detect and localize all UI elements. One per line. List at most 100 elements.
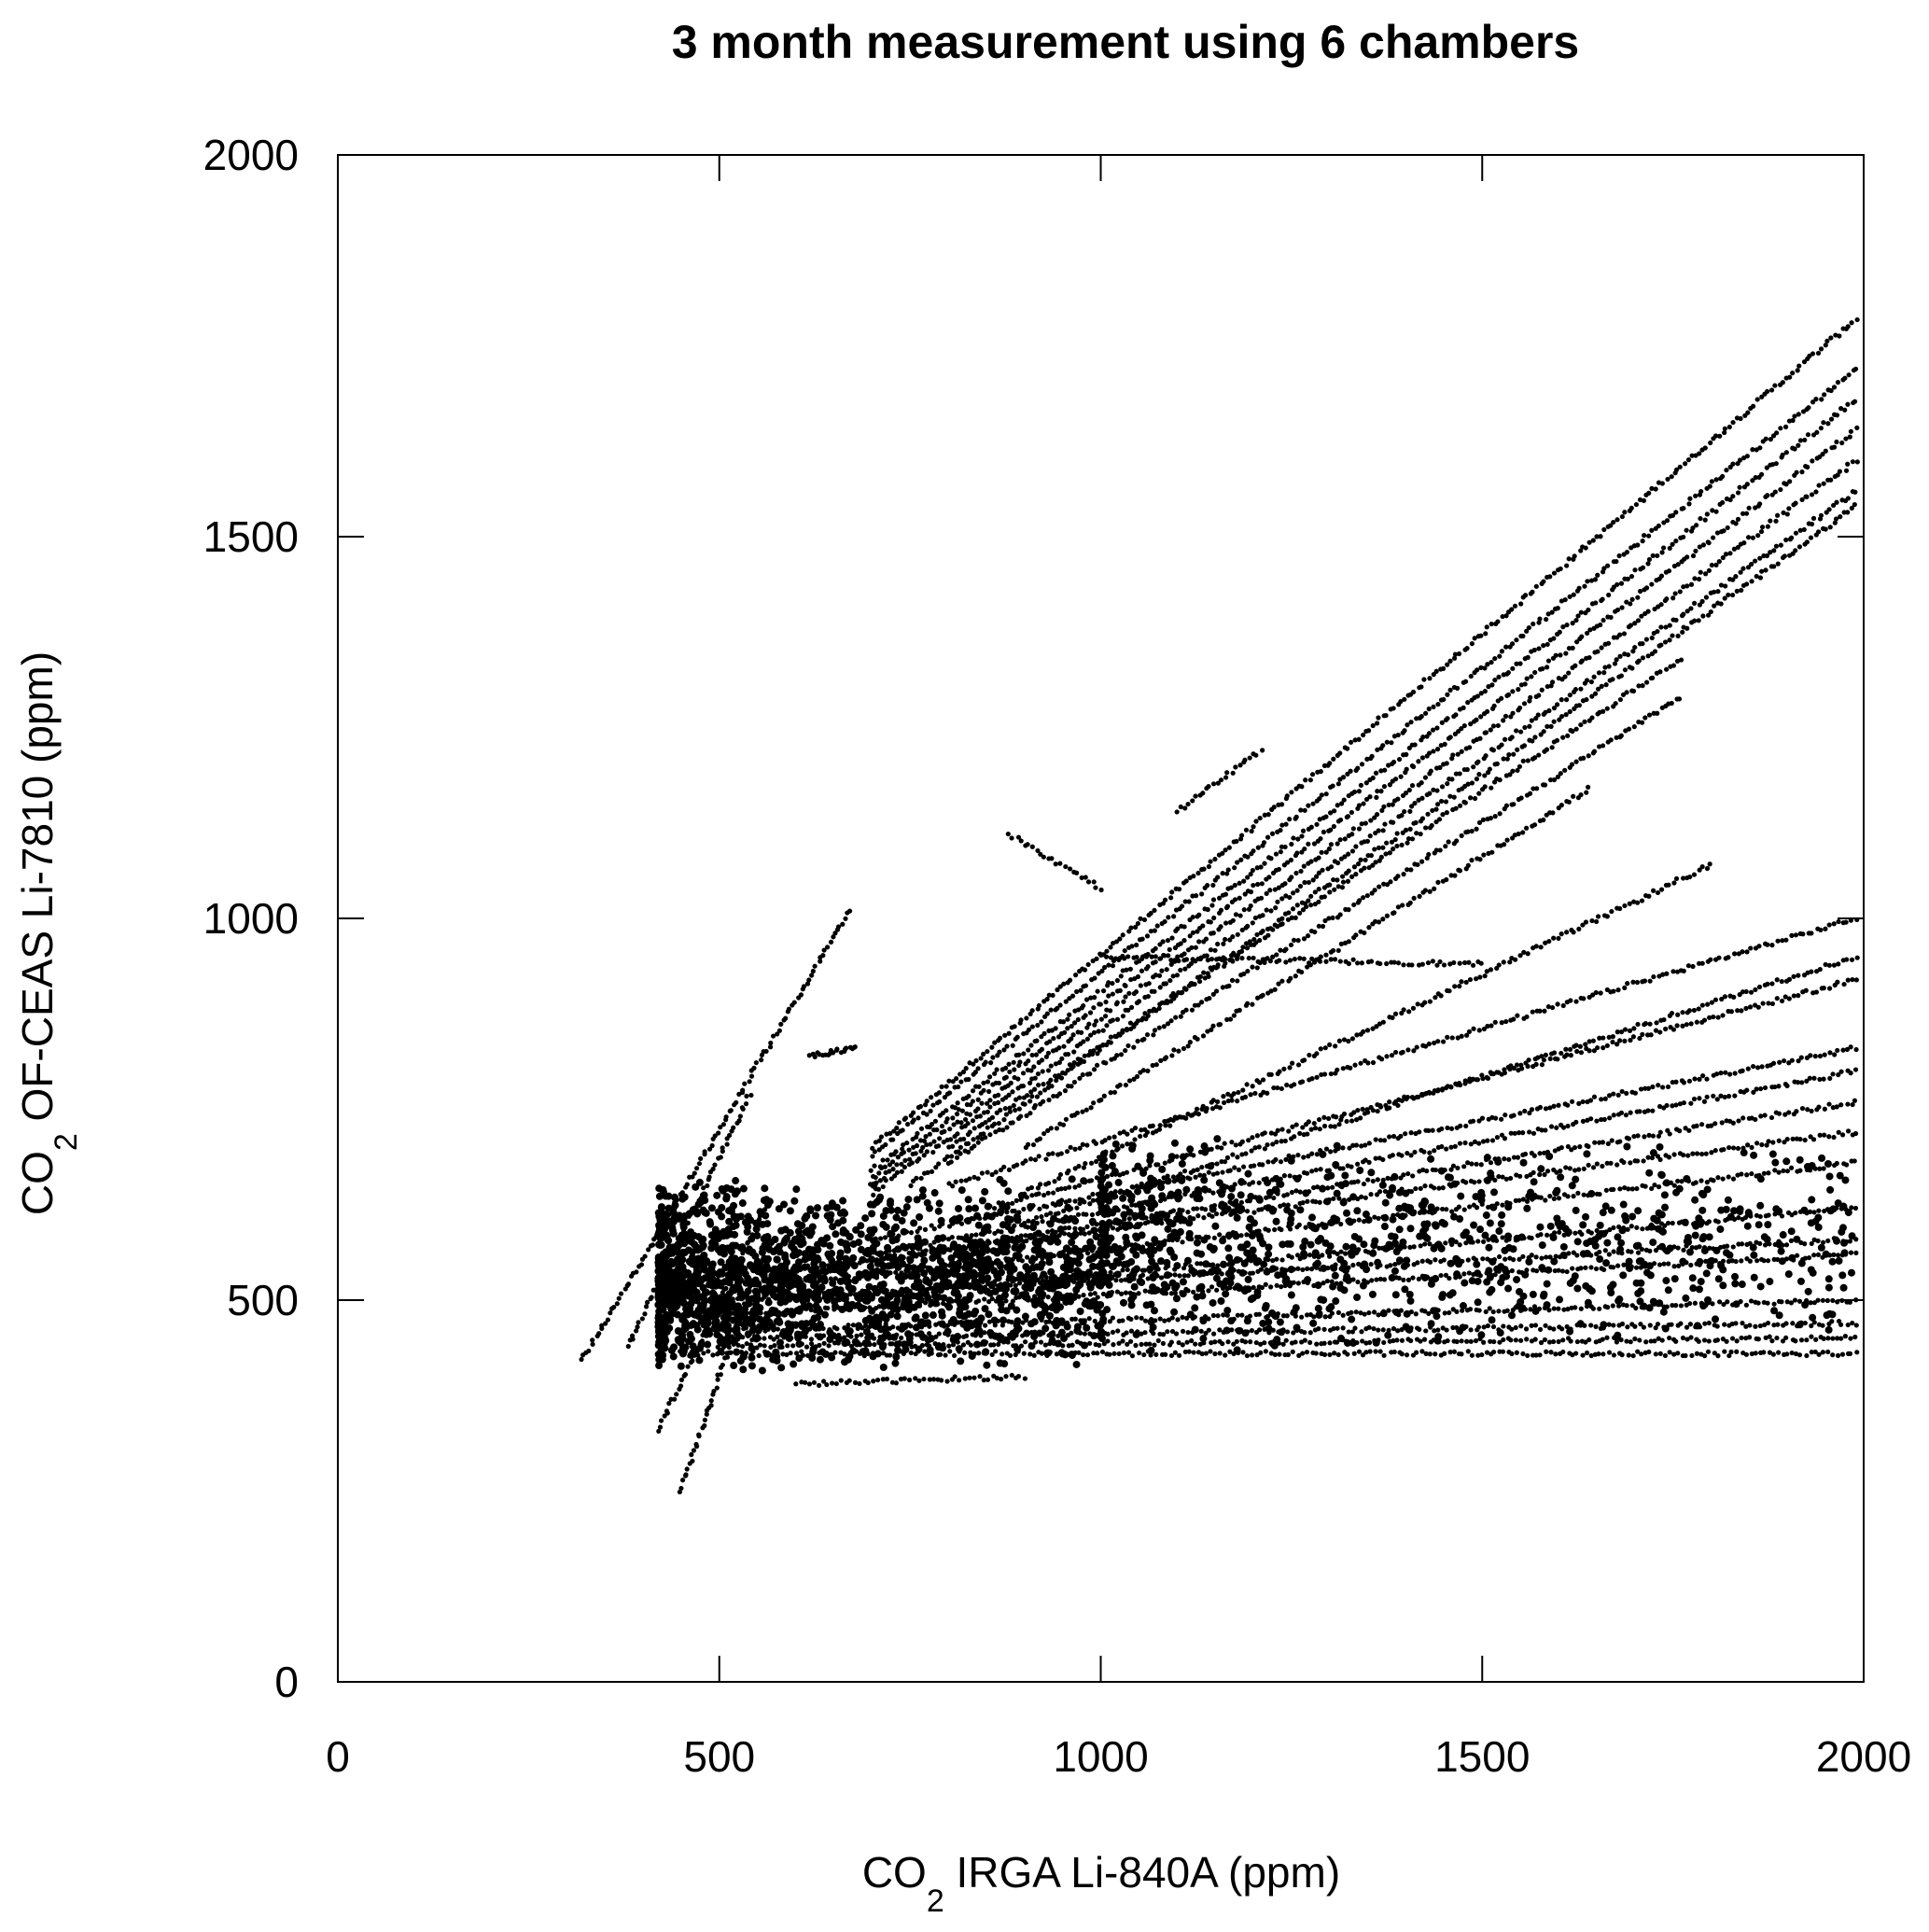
data-point xyxy=(1720,473,1726,480)
data-point xyxy=(1688,606,1694,611)
data-point xyxy=(1738,569,1743,575)
data-point xyxy=(1077,1200,1083,1207)
data-point xyxy=(1186,899,1192,904)
data-point xyxy=(1475,693,1480,699)
data-point xyxy=(1793,1210,1798,1216)
data-point xyxy=(1422,1183,1428,1189)
data-point xyxy=(1559,713,1565,720)
data-point xyxy=(1163,1123,1168,1128)
data-point xyxy=(1260,992,1265,998)
data-point xyxy=(883,1141,888,1148)
data-point xyxy=(1522,1108,1528,1114)
data-point xyxy=(948,1137,954,1142)
data-point xyxy=(923,1134,929,1140)
data-point xyxy=(1070,1032,1076,1038)
data-point xyxy=(1419,816,1426,821)
data-point xyxy=(1649,635,1655,641)
data-point xyxy=(1176,1048,1181,1054)
data-point xyxy=(1295,836,1301,842)
data-point xyxy=(1588,679,1594,685)
data-point xyxy=(1210,882,1216,889)
data-point xyxy=(1356,1217,1362,1223)
data-point xyxy=(1007,1109,1013,1114)
data-point xyxy=(1069,1084,1074,1089)
data-point xyxy=(1715,589,1721,595)
data-point xyxy=(1363,796,1370,803)
data-point xyxy=(1698,1178,1704,1183)
data-point xyxy=(1702,517,1708,523)
data-point xyxy=(1323,849,1329,855)
data-point xyxy=(840,921,846,927)
data-point xyxy=(1765,524,1770,529)
data-point xyxy=(1494,761,1500,766)
data-point xyxy=(1431,704,1436,709)
data-point xyxy=(1826,1101,1832,1107)
data-point xyxy=(985,1109,990,1114)
data-point xyxy=(1128,1004,1135,1010)
data-point xyxy=(1183,878,1189,884)
data-point xyxy=(1559,1050,1564,1057)
data-point xyxy=(1084,1025,1090,1030)
data-point xyxy=(1594,1161,1600,1167)
data-point xyxy=(1652,1183,1657,1188)
data-point xyxy=(1320,1253,1325,1258)
data-point xyxy=(1305,1266,1310,1271)
data-point xyxy=(1126,1216,1132,1222)
data-point xyxy=(1489,1071,1494,1077)
data-point xyxy=(1768,1114,1775,1121)
data-point xyxy=(1254,965,1260,971)
data-point xyxy=(911,1144,916,1150)
data-point xyxy=(1337,837,1343,843)
data-point xyxy=(1373,860,1378,865)
data-point xyxy=(1640,683,1645,689)
data-point xyxy=(1138,916,1143,921)
data-point xyxy=(1087,1032,1094,1038)
data-point xyxy=(1556,935,1561,942)
data-point xyxy=(1697,544,1702,550)
data-point xyxy=(1214,1161,1220,1167)
data-point xyxy=(1139,936,1145,942)
data-point xyxy=(1197,973,1203,980)
data-point xyxy=(1426,1089,1432,1095)
data-point xyxy=(1127,966,1133,972)
data-point xyxy=(1764,465,1769,470)
data-point xyxy=(1595,649,1601,654)
data-point xyxy=(878,1134,885,1140)
data-point xyxy=(1223,891,1229,897)
data-point xyxy=(1445,1034,1450,1040)
data-point xyxy=(1827,1050,1833,1056)
data-point xyxy=(946,1078,952,1084)
data-point xyxy=(1690,553,1697,559)
data-point xyxy=(1530,589,1535,595)
data-point xyxy=(1265,1256,1271,1263)
data-point xyxy=(932,1118,939,1124)
data-point xyxy=(1823,526,1828,532)
data-point xyxy=(1091,1100,1097,1106)
data-point xyxy=(1118,973,1124,979)
data-point xyxy=(1087,1010,1094,1015)
data-point xyxy=(1384,913,1390,918)
data-point xyxy=(1648,1032,1654,1038)
data-point xyxy=(1330,915,1335,920)
data-point xyxy=(1773,430,1780,436)
data-point xyxy=(1004,1125,1010,1130)
data-point xyxy=(1628,623,1634,628)
data-point xyxy=(1501,718,1506,723)
data-point xyxy=(677,1489,682,1495)
data-point xyxy=(1578,609,1584,615)
data-point xyxy=(1447,988,1452,994)
data-point xyxy=(1066,1225,1072,1231)
data-point xyxy=(1104,1023,1110,1029)
data-point xyxy=(1518,795,1524,801)
data-point xyxy=(1635,542,1641,548)
data-point xyxy=(1243,1151,1249,1156)
data-point xyxy=(1797,438,1804,443)
data-point xyxy=(1703,1151,1709,1156)
data-point xyxy=(998,1107,1003,1113)
data-point xyxy=(1845,510,1851,515)
data-point xyxy=(946,1181,952,1186)
data-point xyxy=(742,1081,748,1086)
data-point xyxy=(1201,1215,1207,1221)
data-point xyxy=(1339,885,1346,890)
data-point xyxy=(1502,1136,1508,1141)
